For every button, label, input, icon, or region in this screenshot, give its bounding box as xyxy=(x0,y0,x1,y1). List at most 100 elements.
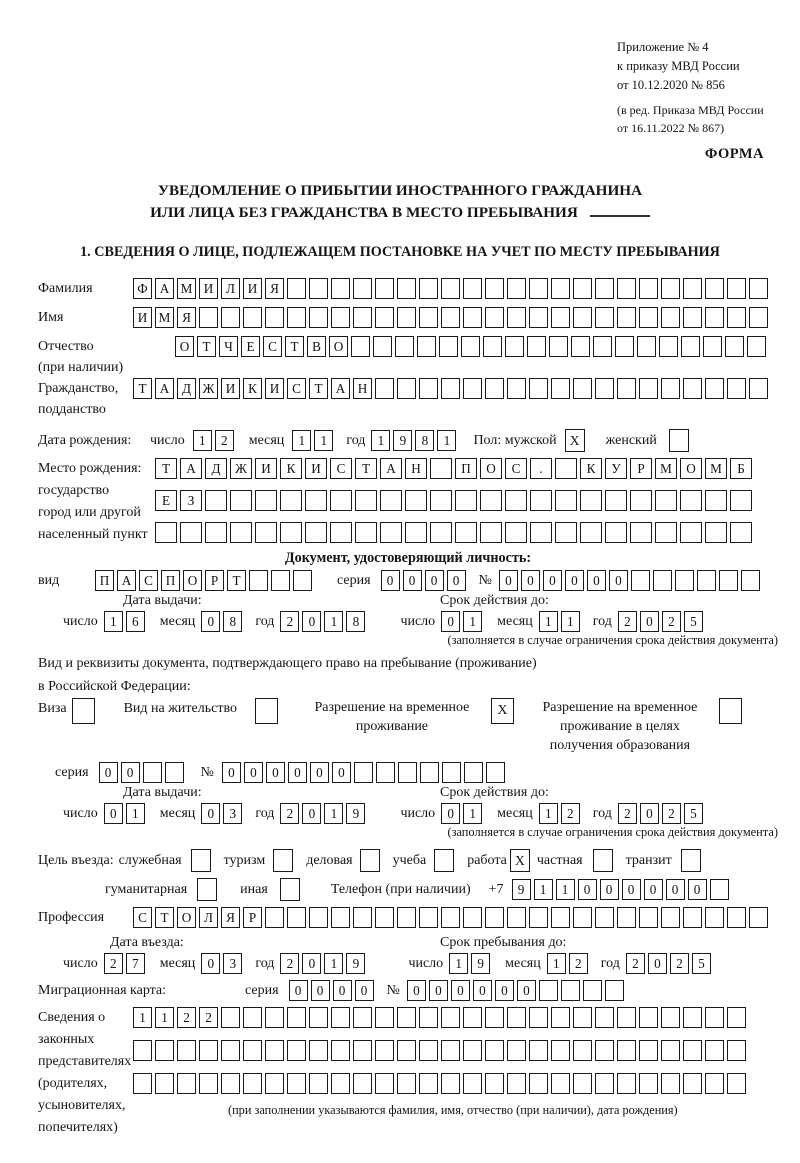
char-cell[interactable]: X xyxy=(509,849,530,872)
char-cell[interactable]: А xyxy=(155,378,174,399)
char-cell[interactable]: 5 xyxy=(691,953,711,974)
char-cell[interactable]: И xyxy=(243,278,262,299)
char-cell[interactable] xyxy=(243,1073,262,1094)
char-cell[interactable]: Н xyxy=(405,458,427,479)
char-cell[interactable]: 0 xyxy=(201,611,221,632)
char-cell[interactable] xyxy=(551,1040,570,1061)
char-cell[interactable] xyxy=(287,907,306,928)
char-cell[interactable] xyxy=(485,1073,504,1094)
char-cell[interactable] xyxy=(573,378,592,399)
char-cell[interactable] xyxy=(680,490,702,511)
char-cell[interactable] xyxy=(595,378,614,399)
char-cell[interactable] xyxy=(265,1040,284,1061)
char-cell[interactable]: 2 xyxy=(280,803,300,824)
char-cell[interactable]: Т xyxy=(227,570,246,591)
char-cell[interactable] xyxy=(605,490,627,511)
char-cell[interactable] xyxy=(280,490,302,511)
char-cell[interactable]: И xyxy=(305,458,327,479)
char-cell[interactable] xyxy=(705,490,727,511)
char-cell[interactable] xyxy=(507,278,526,299)
char-cell[interactable]: М xyxy=(155,307,174,328)
char-cell[interactable]: О xyxy=(183,570,202,591)
char-cell[interactable]: 2 xyxy=(280,611,300,632)
char-cell[interactable] xyxy=(551,907,570,928)
char-cell[interactable]: 0 xyxy=(332,980,352,1001)
char-cell[interactable] xyxy=(617,1040,636,1061)
sex-male-checkbox[interactable]: X xyxy=(564,429,588,452)
char-cell[interactable] xyxy=(661,307,680,328)
purpose-transit-checkbox[interactable] xyxy=(680,849,704,872)
char-cell[interactable]: 9 xyxy=(346,953,366,974)
char-cell[interactable]: Д xyxy=(177,378,196,399)
char-cell[interactable]: 0 xyxy=(446,570,466,591)
char-cell[interactable] xyxy=(463,762,483,783)
char-cell[interactable] xyxy=(265,1007,284,1028)
char-cell[interactable]: Ч xyxy=(219,336,238,357)
char-cell[interactable]: И xyxy=(265,378,284,399)
char-cell[interactable] xyxy=(419,378,438,399)
char-cell[interactable] xyxy=(439,336,458,357)
char-cell[interactable] xyxy=(254,698,278,724)
char-cell[interactable] xyxy=(331,907,350,928)
char-cell[interactable]: 2 xyxy=(669,953,689,974)
char-cell[interactable]: 1 xyxy=(538,611,558,632)
char-cell[interactable] xyxy=(683,278,702,299)
char-cell[interactable] xyxy=(485,762,505,783)
char-cell[interactable] xyxy=(551,278,570,299)
char-cell[interactable] xyxy=(353,278,372,299)
char-cell[interactable]: С xyxy=(287,378,306,399)
char-cell[interactable] xyxy=(652,570,672,591)
char-cell[interactable] xyxy=(661,1073,680,1094)
char-cell[interactable] xyxy=(727,378,746,399)
char-cell[interactable] xyxy=(353,1040,372,1061)
char-cell[interactable] xyxy=(507,1007,526,1028)
char-cell[interactable] xyxy=(190,849,211,872)
char-cell[interactable]: О xyxy=(680,458,702,479)
char-cell[interactable] xyxy=(505,336,524,357)
char-cell[interactable]: Р xyxy=(205,570,224,591)
char-cell[interactable] xyxy=(507,907,526,928)
char-cell[interactable]: 2 xyxy=(661,803,681,824)
char-cell[interactable] xyxy=(595,1040,614,1061)
char-cell[interactable] xyxy=(375,278,394,299)
char-cell[interactable]: С xyxy=(263,336,282,357)
char-cell[interactable] xyxy=(527,336,546,357)
char-cell[interactable] xyxy=(133,1073,152,1094)
char-cell[interactable] xyxy=(674,570,694,591)
char-cell[interactable]: Е xyxy=(241,336,260,357)
char-cell[interactable] xyxy=(353,907,372,928)
char-cell[interactable] xyxy=(661,378,680,399)
char-cell[interactable] xyxy=(221,1073,240,1094)
char-cell[interactable]: 0 xyxy=(665,879,685,900)
char-cell[interactable] xyxy=(463,378,482,399)
char-cell[interactable]: 9 xyxy=(393,430,413,451)
char-cell[interactable] xyxy=(155,1073,174,1094)
char-cell[interactable]: К xyxy=(280,458,302,479)
char-cell[interactable] xyxy=(573,1073,592,1094)
char-cell[interactable] xyxy=(639,307,658,328)
char-cell[interactable] xyxy=(730,490,752,511)
char-cell[interactable]: 1 xyxy=(449,953,469,974)
birth-place-row-3[interactable] xyxy=(155,522,755,543)
char-cell[interactable] xyxy=(639,378,658,399)
temp-residence-edu-checkbox[interactable] xyxy=(718,698,745,724)
char-cell[interactable] xyxy=(353,307,372,328)
char-cell[interactable]: А xyxy=(180,458,202,479)
char-cell[interactable] xyxy=(485,1040,504,1061)
char-cell[interactable]: З xyxy=(180,490,202,511)
char-cell[interactable] xyxy=(249,570,268,591)
char-cell[interactable]: А xyxy=(331,378,350,399)
char-cell[interactable]: К xyxy=(243,378,262,399)
char-cell[interactable] xyxy=(287,307,306,328)
char-cell[interactable] xyxy=(639,1040,658,1061)
